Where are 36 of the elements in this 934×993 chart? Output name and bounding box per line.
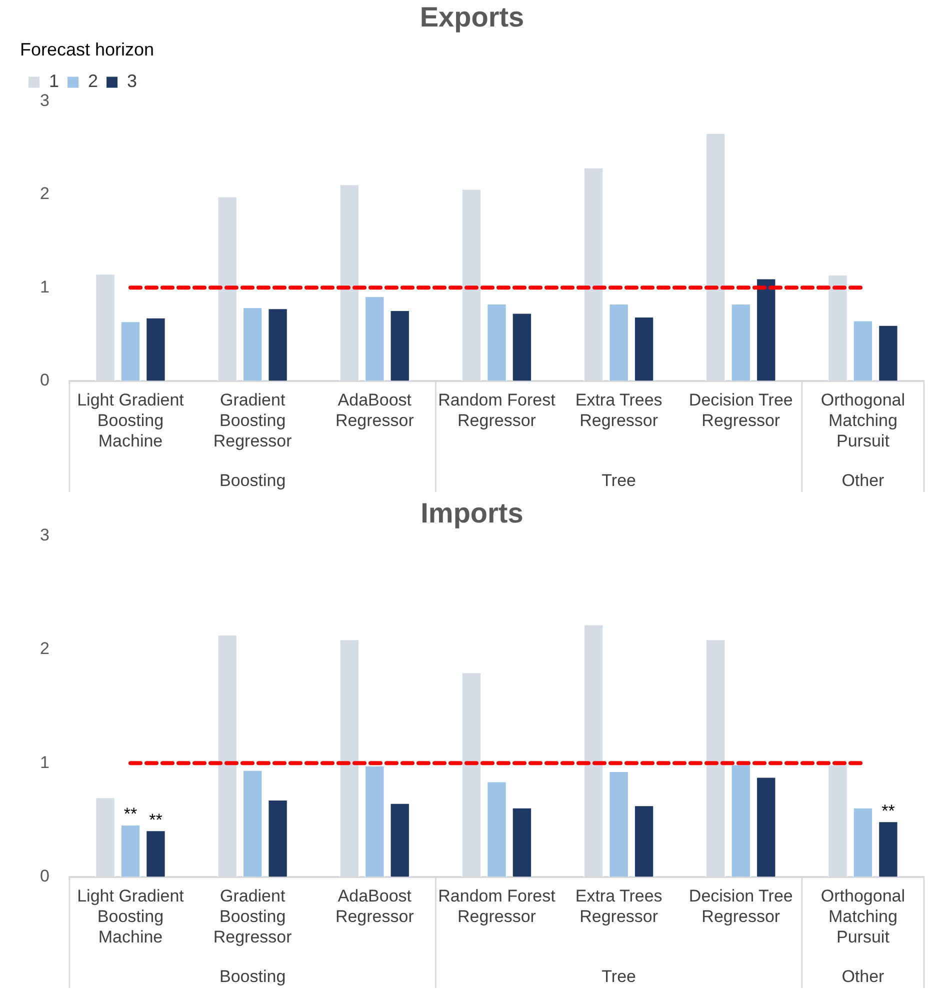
y-tick-label: 3	[40, 525, 50, 544]
text: Boosting	[219, 967, 286, 986]
x-tick-label: Decision Tree Regressor	[688, 886, 793, 926]
y-tick-label: 0	[40, 370, 50, 390]
x-tick-label: AdaBoost Regressor	[335, 390, 414, 430]
x-tick-label: Orthogonal Matching Pursuit	[820, 390, 906, 450]
data-label: **	[882, 801, 896, 820]
text: Other	[842, 967, 885, 986]
x-tick-label: Decision Tree Regressor	[688, 390, 793, 430]
x-tick-label: Light Gradient Boosting Machine	[77, 886, 184, 946]
legend-label: 3	[127, 71, 138, 92]
x-tick-label: Light Gradient Boosting Machine	[77, 390, 184, 450]
legend-title: Forecast horizon	[20, 40, 154, 60]
text: Boosting	[219, 471, 286, 490]
x-tick-label: Orthogonal Matching Pursuit	[820, 886, 906, 946]
chart-title: Exports	[420, 2, 524, 33]
x-tick-label: Gradient Boosting Regressor	[213, 390, 292, 450]
x-tick-label: Extra Trees Regressor	[575, 390, 662, 430]
chart-title: Imports	[420, 498, 524, 529]
x-tick-label: Gradient Boosting Regressor	[213, 886, 292, 946]
x-tick-label: Random Forest Regressor	[438, 390, 556, 430]
x-tick-label: Random Forest Regressor	[438, 886, 556, 926]
y-tick-label: 0	[40, 866, 50, 886]
text: Tree	[602, 967, 636, 986]
data-label: **	[124, 804, 138, 824]
x-tick-label: AdaBoost Regressor	[335, 886, 414, 926]
y-tick-label: 2	[40, 184, 50, 204]
y-tick-label: 1	[40, 752, 50, 772]
text: Other	[842, 471, 885, 490]
y-tick-label: 1	[40, 277, 50, 296]
legend-label: 2	[88, 71, 98, 92]
data-label: **	[149, 810, 163, 830]
text: Tree	[602, 471, 636, 490]
x-tick-label: Extra Trees Regressor	[575, 886, 662, 926]
y-tick-label: 3	[40, 90, 50, 110]
y-tick-label: 2	[40, 639, 50, 658]
